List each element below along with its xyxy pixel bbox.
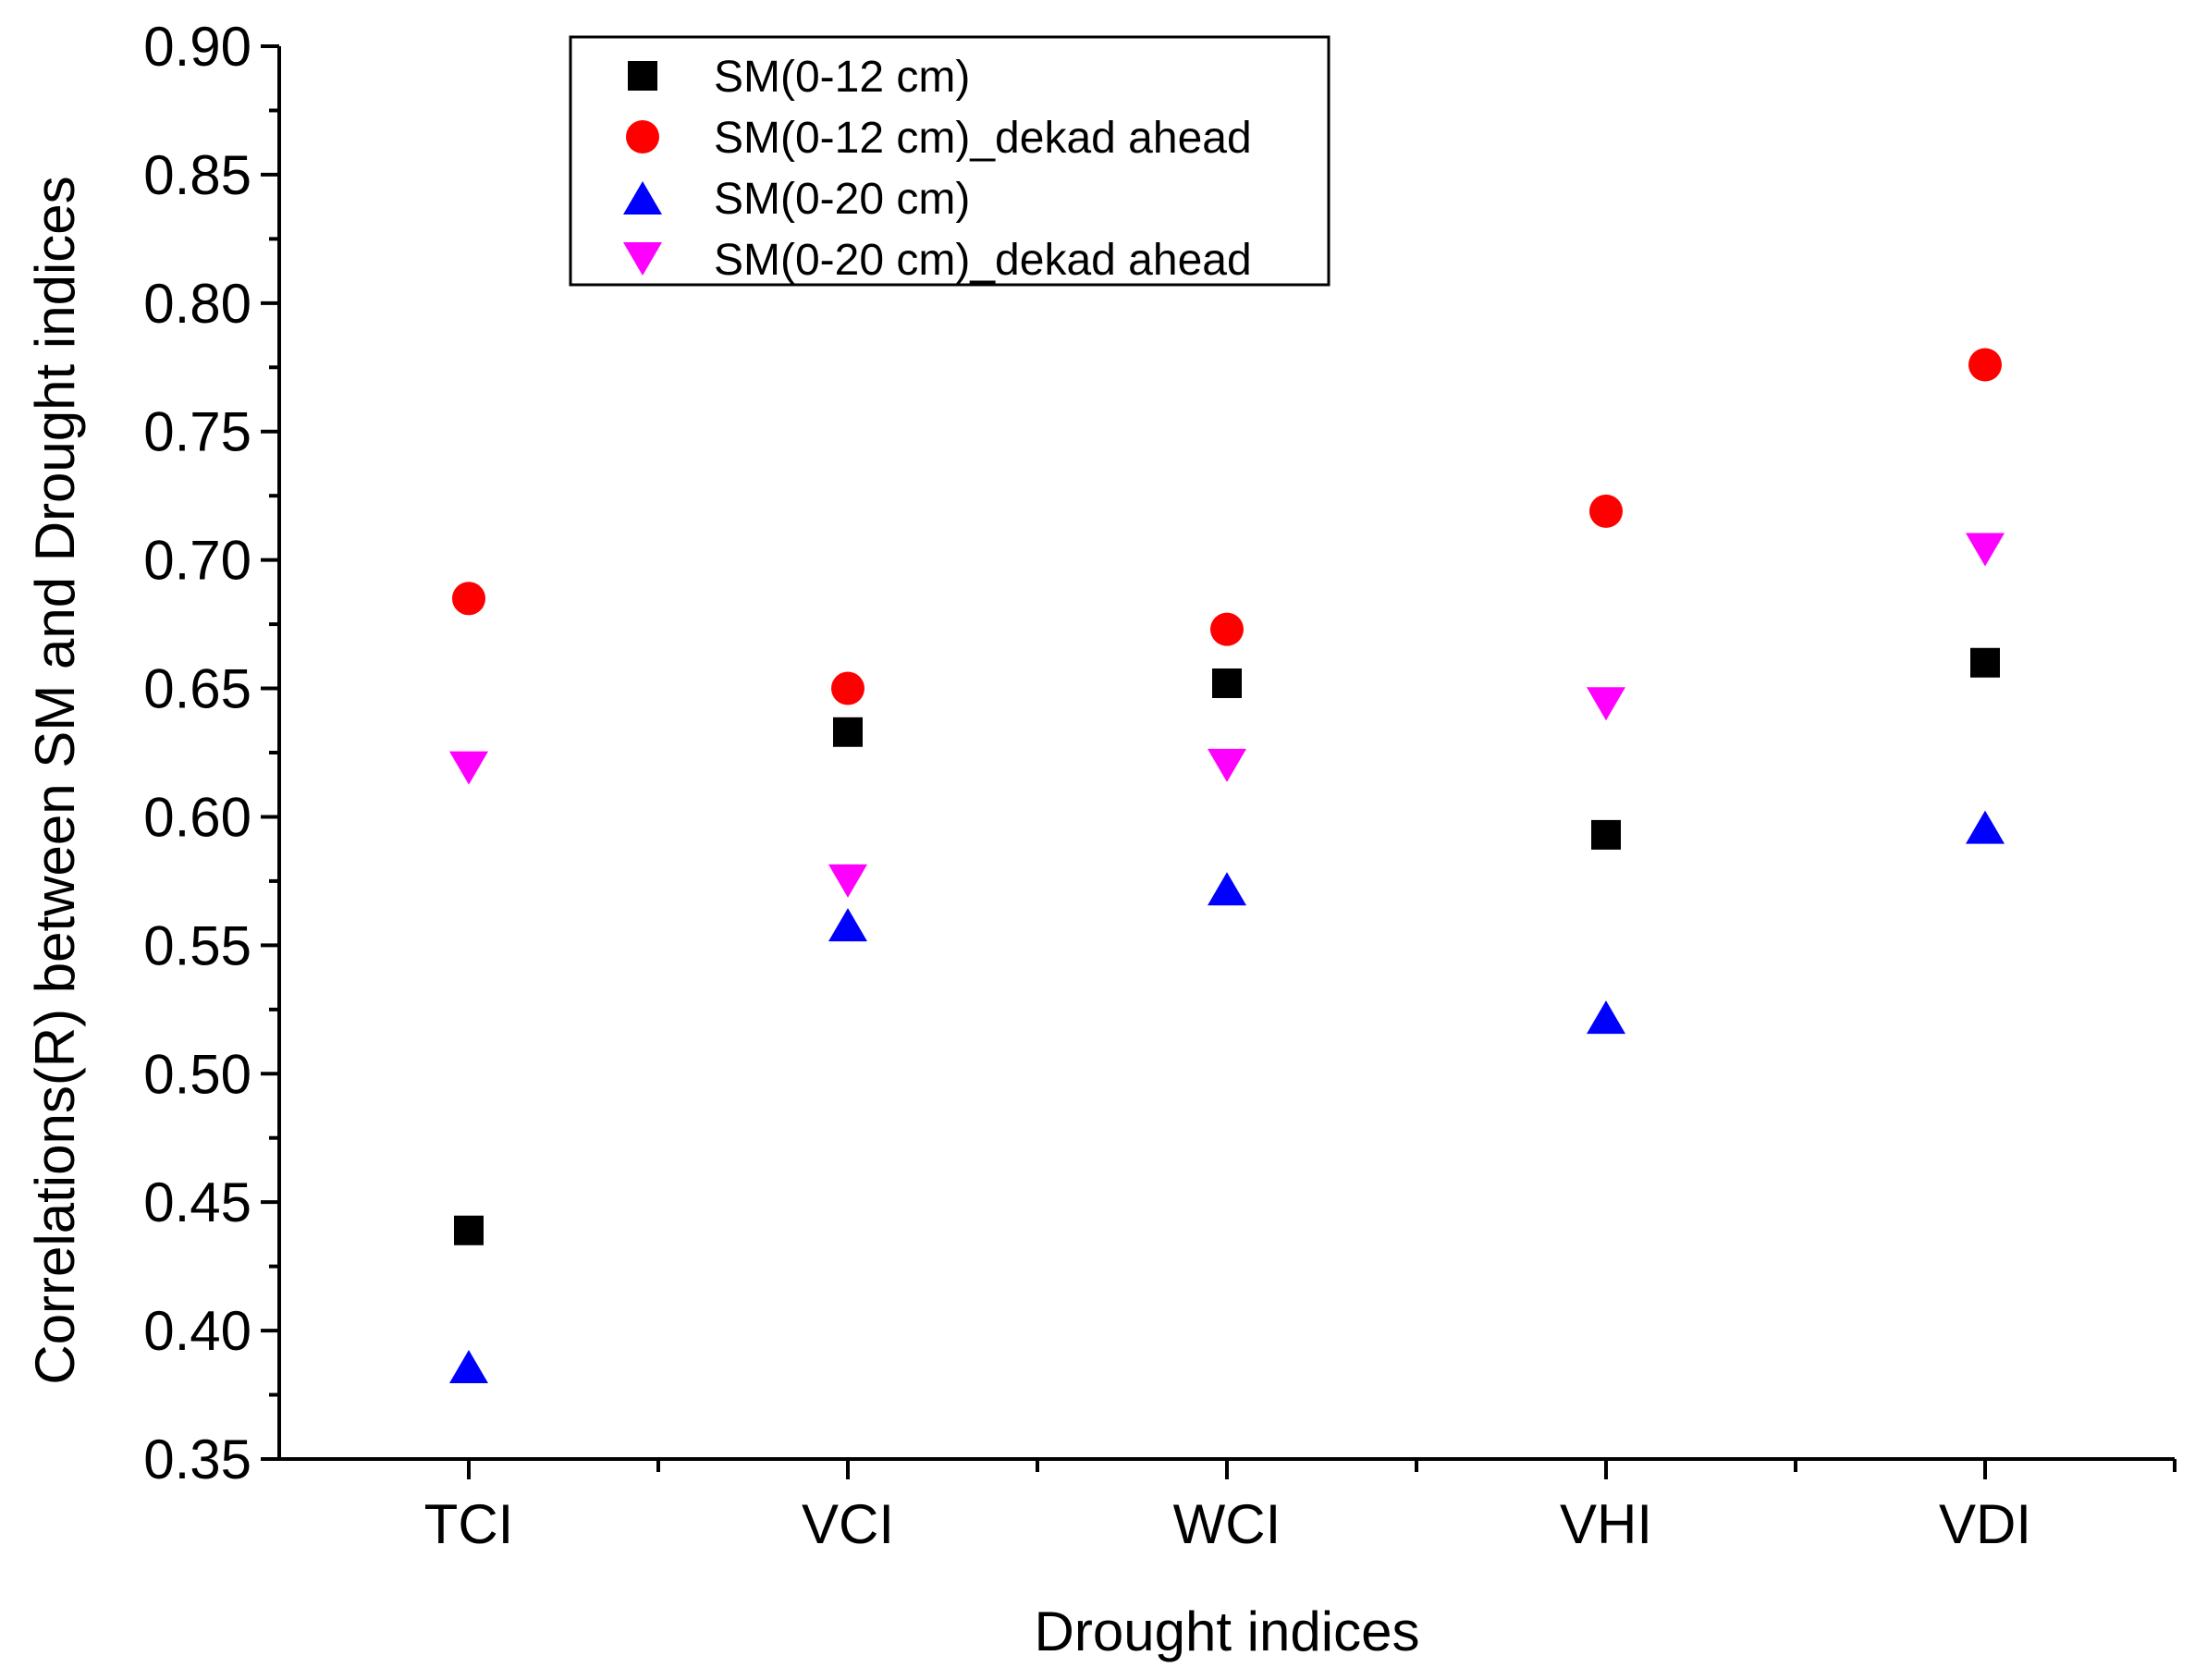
x-axis-title: Drought indices bbox=[1035, 1600, 1420, 1662]
data-point-wci-series-3 bbox=[1208, 872, 1246, 906]
legend-marker-series-1 bbox=[628, 61, 657, 91]
data-point-vci-series-2 bbox=[831, 671, 865, 705]
legend-label-series-1: SM(0-12 cm) bbox=[714, 53, 970, 102]
x-tick-label: VCI bbox=[802, 1493, 894, 1555]
legend-label-series-3: SM(0-20 cm) bbox=[714, 175, 970, 224]
y-tick-label: 0.90 bbox=[143, 16, 251, 78]
data-point-vci-series-4 bbox=[828, 864, 867, 898]
data-point-vhi-series-2 bbox=[1589, 494, 1623, 528]
data-points bbox=[449, 348, 2005, 1383]
data-point-tci-series-3 bbox=[449, 1349, 488, 1383]
legend-label-series-2: SM(0-12 cm)_dekad ahead bbox=[714, 114, 1252, 163]
data-point-vci-series-1 bbox=[833, 717, 863, 747]
y-tick-label: 0.85 bbox=[143, 144, 251, 206]
legend-marker-series-2 bbox=[626, 120, 659, 153]
legend-marker-series-3 bbox=[623, 181, 662, 215]
legend-marker-series-4 bbox=[623, 242, 662, 276]
y-tick-label: 0.60 bbox=[143, 786, 251, 848]
y-tick-label: 0.55 bbox=[143, 914, 251, 976]
y-tick-label: 0.80 bbox=[143, 273, 251, 335]
y-tick-label: 0.45 bbox=[143, 1171, 251, 1233]
data-point-wci-series-2 bbox=[1210, 612, 1244, 646]
data-point-vhi-series-4 bbox=[1587, 687, 1625, 721]
x-tick-label: WCI bbox=[1173, 1493, 1281, 1555]
data-point-vdi-series-2 bbox=[1968, 348, 2002, 382]
data-point-vdi-series-3 bbox=[1966, 810, 2005, 844]
y-tick-label: 0.70 bbox=[143, 530, 251, 592]
data-point-wci-series-4 bbox=[1208, 748, 1246, 782]
data-point-vdi-series-1 bbox=[1970, 647, 2000, 678]
data-point-vhi-series-3 bbox=[1587, 1000, 1625, 1035]
data-point-tci-series-1 bbox=[454, 1215, 484, 1245]
y-tick-label: 0.50 bbox=[143, 1043, 251, 1105]
data-point-wci-series-1 bbox=[1212, 668, 1242, 698]
x-tick-label: VHI bbox=[1560, 1493, 1652, 1555]
axes: 0.35 0.40 0.45 0.50 0.55 0.60 0.65 0.70 0.75 0.80… bbox=[143, 16, 2177, 1555]
data-point-tci-series-4 bbox=[449, 751, 488, 785]
y-axis-title: Correlations(R) between SM and Drought i… bbox=[24, 176, 86, 1384]
x-tick-label: TCI bbox=[424, 1493, 514, 1555]
data-point-vdi-series-4 bbox=[1966, 533, 2005, 567]
y-tick-label: 0.40 bbox=[143, 1300, 251, 1362]
legend-box bbox=[569, 35, 1330, 287]
legend: SM(0-12 cm) SM(0-12 cm)_dekad ahead SM(0-2… bbox=[569, 35, 1330, 287]
y-tick-label: 0.75 bbox=[143, 401, 251, 463]
data-point-vci-series-3 bbox=[828, 908, 867, 942]
y-tick-label: 0.35 bbox=[143, 1429, 251, 1490]
x-tick-label: VDI bbox=[1939, 1493, 2031, 1555]
data-point-vhi-series-1 bbox=[1591, 819, 1621, 850]
data-point-tci-series-2 bbox=[452, 582, 485, 616]
y-tick-label: 0.65 bbox=[143, 658, 251, 720]
legend-label-series-4: SM(0-20 cm)_dekad ahead bbox=[714, 236, 1252, 285]
